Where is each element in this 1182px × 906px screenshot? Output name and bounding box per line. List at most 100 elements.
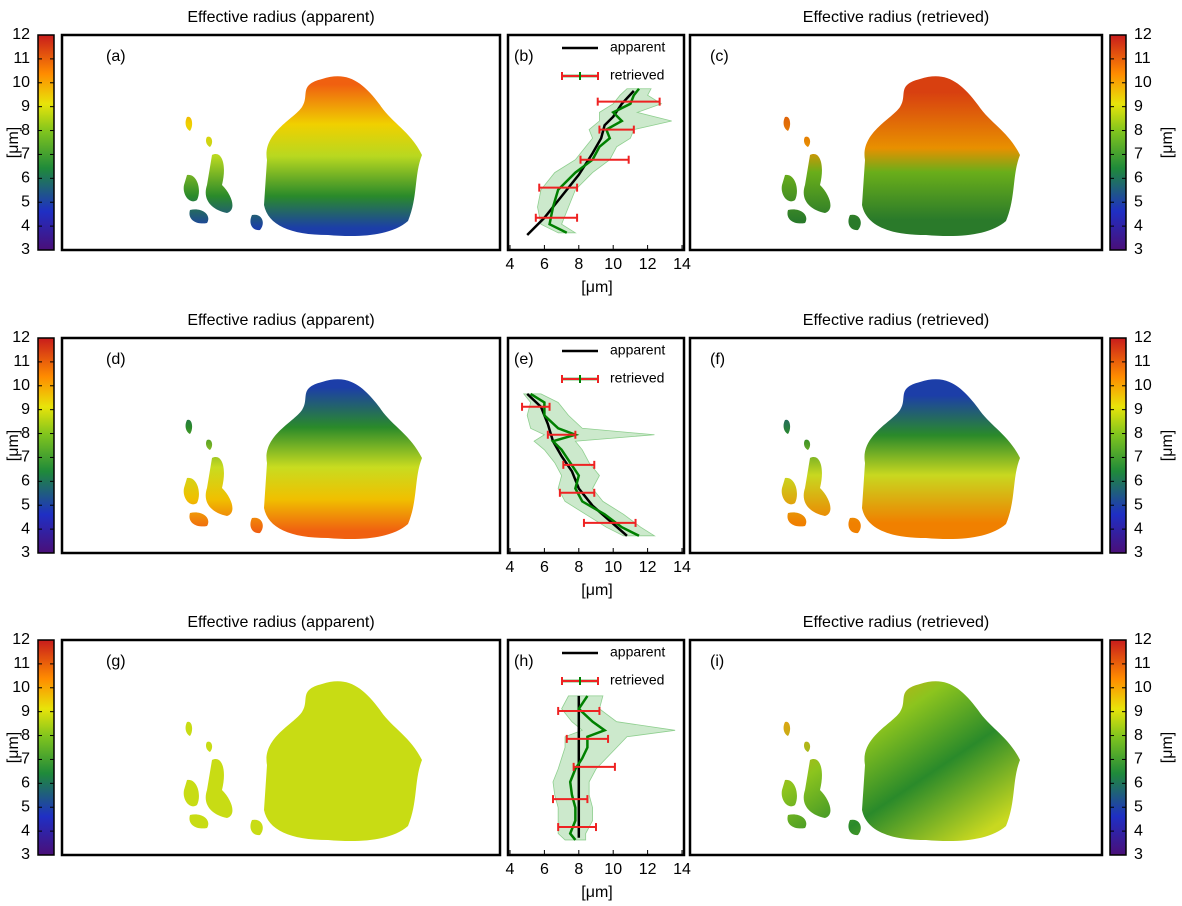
colorbar-tick-label: 11	[13, 655, 30, 672]
colorbar-tick-label: 4	[21, 520, 30, 537]
colorbar-tick-label: 6	[1134, 473, 1143, 490]
colorbar-label: [μm]	[5, 127, 22, 158]
colorbar-label: [μm]	[1159, 732, 1176, 763]
error-bar	[565, 734, 610, 743]
colorbar-tick-label: 9	[1134, 703, 1143, 720]
colorbar-tick-label: 12	[12, 26, 30, 43]
legend-label: retrieved	[610, 672, 664, 688]
error-bar	[558, 488, 596, 497]
colorbar-tick-label: 6	[21, 170, 30, 187]
image-panel	[688, 33, 1104, 252]
profile-panel	[506, 33, 686, 252]
colorbar-tick-label: 6	[21, 775, 30, 792]
colorbar-tick-label: 10	[1134, 679, 1152, 696]
colorbar-tick-label: 5	[1134, 798, 1143, 815]
profile-line	[548, 87, 640, 234]
colorbar	[37, 337, 55, 554]
spread-band	[537, 88, 672, 234]
x-tick-label: 14	[673, 256, 691, 273]
colorbar-tick-label: 9	[1134, 98, 1143, 115]
error-bar	[521, 402, 551, 411]
colorbar-tick-label: 3	[1134, 241, 1143, 258]
x-tick-label: 4	[506, 256, 515, 273]
profile-panel	[506, 336, 686, 555]
panel-label: (i)	[710, 653, 724, 670]
colorbar-tick-label: 6	[1134, 775, 1143, 792]
panel-title: Effective radius (apparent)	[187, 312, 374, 329]
colorbar-label: [μm]	[1159, 430, 1176, 461]
x-tick-label: 6	[540, 559, 549, 576]
image-panel	[60, 638, 502, 857]
error-bar	[552, 795, 589, 804]
legend-label: apparent	[610, 39, 665, 55]
image-field	[781, 681, 1020, 842]
x-tick-label: 10	[604, 559, 622, 576]
x-axis-label: [μm]	[581, 279, 612, 296]
image-panel	[60, 33, 502, 252]
panel-title: Effective radius (retrieved)	[803, 9, 989, 26]
colorbar-label: [μm]	[1159, 127, 1176, 158]
profile-line	[568, 695, 608, 841]
colorbar-tick-label: 9	[21, 401, 30, 418]
x-tick-label: 4	[506, 559, 515, 576]
colorbar-tick-label: 10	[1134, 377, 1152, 394]
colorbar-tick-label: 4	[1134, 520, 1143, 537]
colorbar-tick-label: 7	[1134, 449, 1143, 466]
colorbar-tick-label: 9	[1134, 401, 1143, 418]
colorbar-tick-label: 7	[21, 146, 30, 163]
colorbar-tick-label: 7	[21, 751, 30, 768]
colorbar-tick-label: 10	[12, 377, 30, 394]
colorbar-tick-label: 6	[21, 473, 30, 490]
colorbar-tick-label: 5	[21, 798, 30, 815]
colorbar-tick-label: 8	[1134, 122, 1143, 139]
colorbar-tick-label: 3	[21, 544, 30, 561]
x-tick-label: 10	[604, 256, 622, 273]
x-tick-label: 6	[540, 256, 549, 273]
x-tick-label: 12	[639, 256, 657, 273]
panel-title: Effective radius (retrieved)	[803, 614, 989, 631]
colorbar-label: [μm]	[5, 430, 22, 461]
colorbar-tick-label: 3	[21, 241, 30, 258]
colorbar-tick-label: 8	[1134, 425, 1143, 442]
profile-panel	[506, 638, 686, 857]
panel-title: Effective radius (apparent)	[187, 614, 374, 631]
image-field	[183, 379, 422, 540]
image-panel	[688, 336, 1104, 555]
colorbar-tick-label: 8	[21, 727, 30, 744]
colorbar-label: [μm]	[5, 732, 22, 763]
colorbar	[1109, 337, 1127, 554]
x-tick-label: 14	[673, 861, 691, 878]
error-bar	[596, 97, 661, 106]
colorbar	[37, 639, 55, 856]
colorbar-tick-label: 12	[12, 631, 30, 648]
image-panel	[60, 336, 502, 555]
colorbar-tick-label: 7	[1134, 146, 1143, 163]
profile-plot	[552, 695, 676, 841]
colorbar-tick-label: 12	[1134, 631, 1152, 648]
colorbar-tick-label: 3	[21, 846, 30, 863]
profile-plot	[526, 87, 672, 236]
x-axis-label: [μm]	[581, 582, 612, 599]
legend-label: retrieved	[610, 67, 664, 83]
colorbar-tick-label: 5	[1134, 193, 1143, 210]
colorbar-tick-label: 11	[1134, 353, 1151, 370]
colorbar-tick-label: 3	[1134, 846, 1143, 863]
colorbar-tick-label: 10	[12, 74, 30, 91]
x-tick-label: 12	[639, 861, 657, 878]
colorbar-tick-label: 11	[1134, 50, 1151, 67]
image-field	[183, 76, 422, 237]
colorbar-tick-label: 7	[21, 449, 30, 466]
colorbar-tick-label: 4	[21, 822, 30, 839]
x-tick-label: 4	[506, 861, 515, 878]
x-tick-label: 12	[639, 559, 657, 576]
error-bar	[598, 125, 635, 134]
colorbar-tick-label: 10	[12, 679, 30, 696]
colorbar-tick-label: 6	[1134, 170, 1143, 187]
colorbar-tick-label: 8	[1134, 727, 1143, 744]
error-bar	[562, 460, 596, 469]
error-bar	[534, 213, 579, 222]
error-bar	[538, 183, 579, 192]
image-field	[781, 76, 1020, 237]
panel-title: Effective radius (apparent)	[187, 9, 374, 26]
